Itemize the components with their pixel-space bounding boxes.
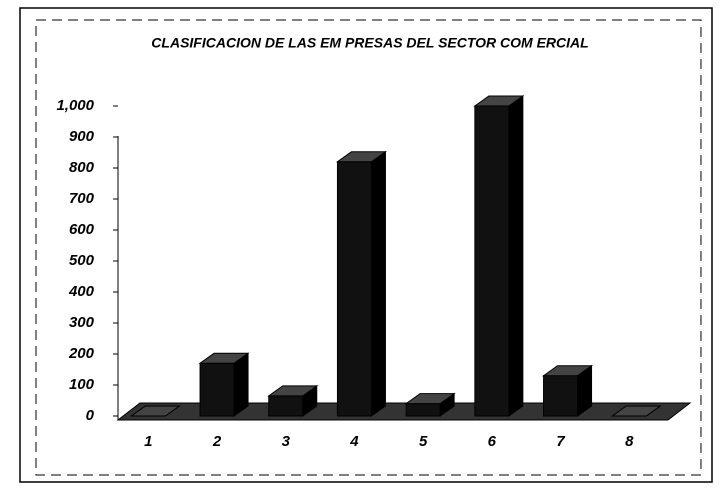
bar-face — [233, 352, 249, 417]
y-tick-label: 200 — [68, 345, 95, 362]
bar — [198, 352, 250, 417]
bar — [335, 150, 388, 417]
x-tick-label: 5 — [419, 433, 428, 450]
x-tick-label: 3 — [282, 433, 291, 450]
frame — [19, 7, 713, 483]
bar-face — [405, 403, 441, 417]
x-tick-label: 1 — [144, 433, 152, 450]
y-tick-label: 0 — [86, 407, 95, 424]
bar-face — [335, 151, 388, 163]
y-tick-label: 100 — [69, 376, 95, 393]
bar — [404, 392, 456, 417]
y-tick-label: 1,000 — [56, 97, 94, 114]
bar-face — [543, 375, 579, 417]
bar — [541, 364, 594, 417]
bar-face — [541, 365, 594, 377]
x-tick-label: 8 — [625, 433, 634, 450]
y-tick-label: 400 — [68, 283, 95, 300]
bar — [267, 384, 319, 417]
y-tick-label: 300 — [69, 314, 95, 331]
y-tick-label: 700 — [69, 190, 95, 207]
bar-face — [336, 161, 372, 417]
bar-face — [370, 150, 386, 417]
bar — [610, 405, 662, 417]
bar-face — [474, 105, 510, 417]
bar-face — [473, 95, 525, 107]
bar-face — [610, 405, 662, 417]
x-tick-label: 4 — [349, 433, 359, 450]
chart-title: CLASIFICACION DE LAS EM PRESAS DEL SECTO… — [151, 35, 588, 51]
y-tick-label: 800 — [69, 159, 95, 176]
y-tick-label: 600 — [69, 221, 95, 238]
bar-face — [404, 393, 456, 405]
bar-face — [267, 385, 319, 397]
bar — [129, 405, 181, 417]
x-tick-label: 7 — [556, 433, 565, 450]
y-tick-label: 500 — [69, 252, 95, 269]
bar-face — [129, 405, 181, 417]
bar — [473, 95, 525, 417]
x-tick-label: 6 — [488, 433, 497, 450]
bar-face — [199, 362, 235, 417]
bar-face — [508, 95, 524, 417]
bar-face — [268, 395, 304, 417]
x-tick-label: 2 — [212, 433, 222, 450]
bar-face — [198, 352, 250, 364]
y-tick-label: 900 — [69, 128, 95, 145]
